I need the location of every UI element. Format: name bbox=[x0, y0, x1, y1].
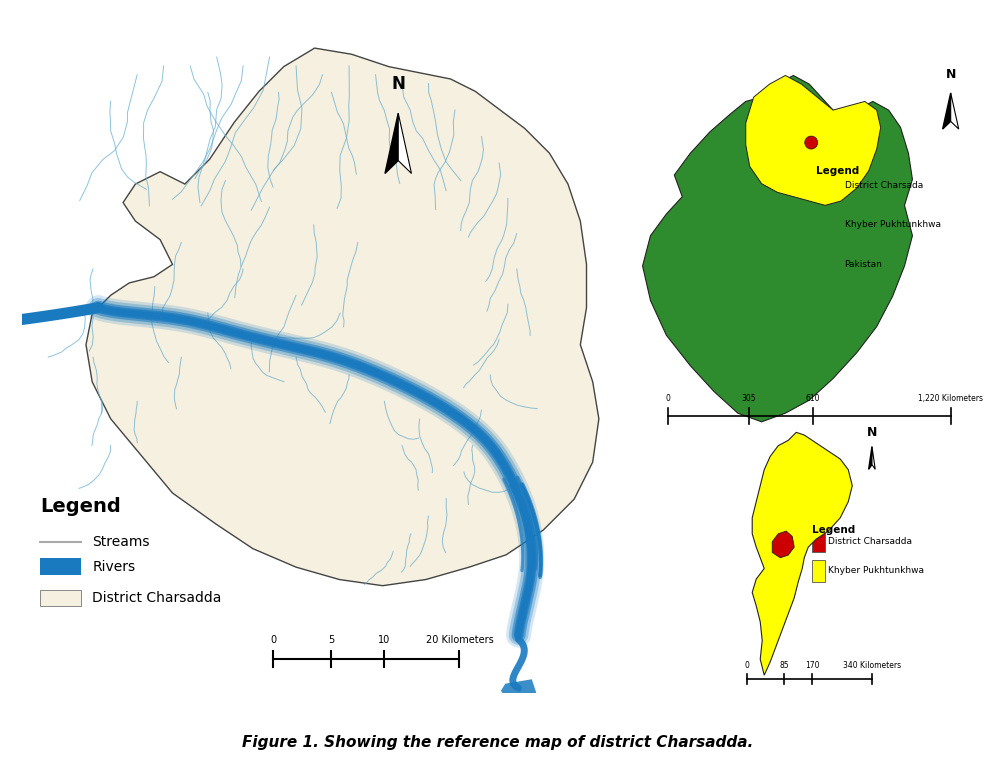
Text: 305: 305 bbox=[742, 393, 756, 403]
Text: Legend: Legend bbox=[813, 525, 856, 535]
Bar bbox=[813, 560, 825, 581]
Text: District Charsadda: District Charsadda bbox=[828, 537, 912, 546]
Text: Figure 1. Showing the reference map of district Charsadda.: Figure 1. Showing the reference map of d… bbox=[242, 734, 754, 750]
Polygon shape bbox=[86, 48, 599, 586]
Polygon shape bbox=[869, 447, 872, 470]
Text: 340 Kilometers: 340 Kilometers bbox=[843, 661, 901, 670]
Text: 85: 85 bbox=[779, 661, 789, 670]
Bar bbox=[817, 172, 840, 198]
Text: 0: 0 bbox=[270, 635, 276, 645]
Polygon shape bbox=[950, 93, 959, 129]
Text: District Charsadda: District Charsadda bbox=[93, 591, 222, 606]
Polygon shape bbox=[746, 75, 880, 205]
Text: 170: 170 bbox=[805, 661, 820, 670]
Polygon shape bbox=[772, 531, 794, 558]
Bar bbox=[817, 252, 840, 278]
Text: N: N bbox=[391, 75, 405, 94]
Polygon shape bbox=[501, 680, 536, 705]
Text: 610: 610 bbox=[806, 393, 820, 403]
Bar bbox=[813, 530, 825, 552]
Text: Rivers: Rivers bbox=[93, 560, 135, 574]
Text: Khyber Pukhtunkhwa: Khyber Pukhtunkhwa bbox=[845, 220, 940, 229]
Bar bbox=[40, 590, 81, 607]
Text: 0: 0 bbox=[665, 393, 670, 403]
Text: Legend: Legend bbox=[817, 167, 860, 177]
Text: 5: 5 bbox=[328, 635, 335, 645]
Polygon shape bbox=[385, 113, 398, 174]
Text: Legend: Legend bbox=[40, 497, 121, 516]
Text: District Charsada: District Charsada bbox=[845, 180, 923, 189]
Text: Streams: Streams bbox=[93, 534, 149, 549]
Bar bbox=[817, 212, 840, 237]
Text: N: N bbox=[867, 425, 877, 438]
Text: 1,220 Kilometers: 1,220 Kilometers bbox=[918, 393, 983, 403]
Polygon shape bbox=[752, 432, 853, 675]
Text: N: N bbox=[945, 68, 956, 81]
Text: 10: 10 bbox=[377, 635, 389, 645]
Text: Khyber Pukhtunkhwa: Khyber Pukhtunkhwa bbox=[828, 566, 924, 575]
Polygon shape bbox=[872, 447, 875, 470]
Polygon shape bbox=[942, 93, 950, 129]
Bar bbox=[40, 558, 81, 575]
Polygon shape bbox=[398, 113, 411, 174]
Text: 0: 0 bbox=[744, 661, 749, 670]
Polygon shape bbox=[642, 75, 912, 422]
Text: 20 Kilometers: 20 Kilometers bbox=[425, 635, 493, 645]
Text: Pakistan: Pakistan bbox=[845, 260, 882, 269]
Circle shape bbox=[805, 136, 818, 149]
